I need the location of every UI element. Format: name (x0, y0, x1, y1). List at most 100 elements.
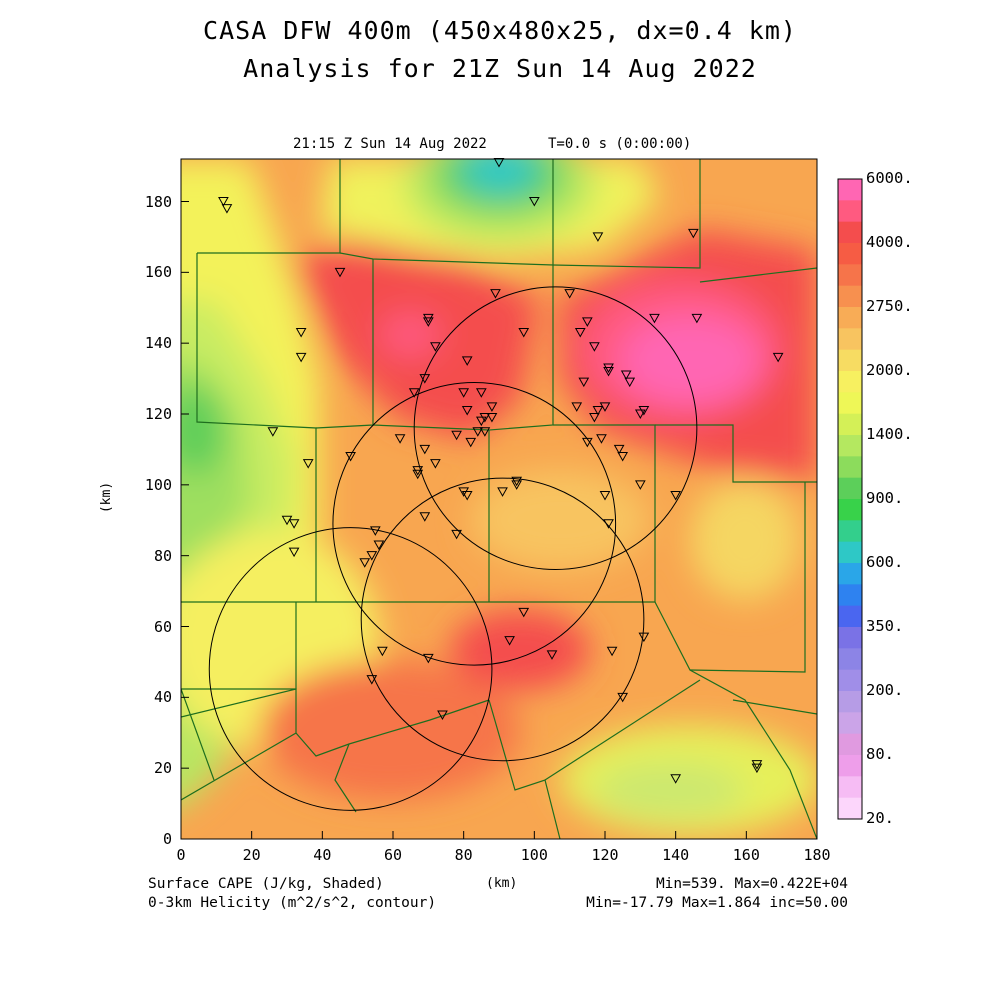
colorbar-swatch (838, 520, 862, 543)
colorbar-swatch (838, 605, 862, 628)
county-border-8 (489, 424, 656, 603)
radar-ring-2 (360, 477, 645, 762)
station-marker (394, 434, 406, 444)
colorbar-swatch (838, 733, 862, 756)
x-tick-label: 100 (520, 846, 548, 864)
model-time-label: T=0.0 s (0:00:00) (548, 136, 692, 152)
footer-stats1: Min=539. Max=0.422E+04 (655, 876, 848, 892)
colorbar-swatch (838, 499, 862, 521)
station-marker (267, 427, 279, 437)
axis-ticks (180, 201, 818, 840)
chart-title-line1: CASA DFW 400m (450x480x25, dx=0.4 km) (203, 16, 797, 45)
y-tick-label: 0 (162, 830, 172, 848)
colorbar-swatch (838, 221, 862, 244)
colorbar-swatch (838, 435, 862, 457)
county-border-4 (488, 265, 554, 602)
station-marker (751, 760, 763, 770)
station-marker (564, 289, 576, 299)
station-marker (578, 377, 590, 388)
station-marker (518, 607, 530, 618)
station-marker (592, 232, 604, 242)
x-tick-label: 180 (803, 846, 831, 864)
colorbar-swatch (838, 627, 862, 649)
colorbar-swatch (838, 200, 862, 223)
colorbar-swatch (838, 456, 862, 479)
colorbar-swatch (838, 349, 862, 372)
colorbar-label: 600. (866, 553, 904, 571)
colorbar-swatch (838, 307, 862, 329)
station-marker (613, 444, 625, 455)
cape-field (181, 159, 817, 839)
y-tick-label: 120 (144, 405, 172, 423)
footer-stats2: Min=-17.79 Max=1.864 inc=50.00 (586, 895, 848, 911)
station-marker (461, 405, 473, 416)
station-marker (620, 370, 632, 381)
county-border-19 (654, 601, 817, 839)
y-tick-label: 180 (144, 192, 172, 211)
station-marker (451, 430, 462, 441)
radar-ring-3 (208, 527, 493, 811)
station-marker (422, 653, 434, 664)
station-marker (634, 480, 646, 490)
colorbar-label: 6000. (866, 169, 913, 187)
county-border-6 (552, 159, 701, 269)
station-marker (430, 459, 441, 469)
station-marker (751, 763, 763, 774)
county-border-1 (339, 159, 554, 266)
y-axis-label: (km) (99, 481, 115, 514)
colorbar-swatch (838, 477, 862, 500)
station-marker (596, 434, 607, 444)
x-tick-label: 160 (732, 846, 760, 864)
colorbar-swatch (838, 179, 862, 201)
station-marker (302, 459, 314, 469)
station-marker (422, 313, 434, 324)
station-marker (218, 197, 229, 207)
station-marker (546, 650, 558, 660)
station-marker (422, 317, 434, 327)
station-marker (419, 444, 431, 455)
station-marker (486, 402, 498, 412)
plot-frame (180, 158, 818, 840)
colorbar-label: 2000. (866, 361, 913, 379)
county-borders (181, 159, 817, 839)
station-marker (617, 692, 629, 703)
station-marker (589, 413, 600, 423)
station-marker (490, 289, 501, 299)
footer-field2: 0-3km Helicity (m^2/s^2, contour) (148, 895, 437, 911)
station-marker (638, 632, 650, 643)
station-marker (486, 413, 498, 423)
valid-time-label: 21:15 Z Sun 14 Aug 2022 (293, 136, 487, 152)
colorbar-swatch (838, 755, 862, 777)
y-tick-label: 60 (153, 617, 172, 636)
station-marker (606, 646, 618, 657)
colorbar-swatch (838, 691, 862, 713)
y-tick-label: 100 (144, 475, 172, 494)
station-marker (377, 646, 388, 657)
y-tick-label: 20 (153, 759, 172, 778)
footer-field1: Surface CAPE (J/kg, Shaded) (148, 876, 384, 892)
station-marker (634, 409, 646, 420)
county-border-7 (699, 267, 817, 283)
county-border-13 (181, 688, 297, 801)
y-tick-label: 160 (144, 263, 172, 282)
chart-title-line2: Analysis for 21Z Sun 14 Aug 2022 (243, 54, 757, 83)
station-marker (687, 228, 699, 239)
colorbar-frame (837, 178, 863, 820)
colorbar-swatch (838, 243, 862, 265)
x-tick-label: 140 (662, 846, 690, 864)
county-border-16 (334, 743, 357, 813)
station-marker (603, 519, 614, 529)
county-border-14 (181, 688, 215, 781)
station-marker (472, 427, 484, 437)
colorbar-swatch (838, 712, 862, 735)
station-marker (511, 480, 523, 490)
colorbar-label: 350. (866, 617, 904, 635)
x-tick-label: 120 (591, 846, 619, 864)
station-marker (603, 367, 614, 377)
station-marker (334, 267, 346, 278)
station-marker (437, 710, 448, 721)
county-border-18 (544, 679, 701, 781)
county-border-21 (732, 699, 817, 715)
station-marker (451, 529, 462, 540)
